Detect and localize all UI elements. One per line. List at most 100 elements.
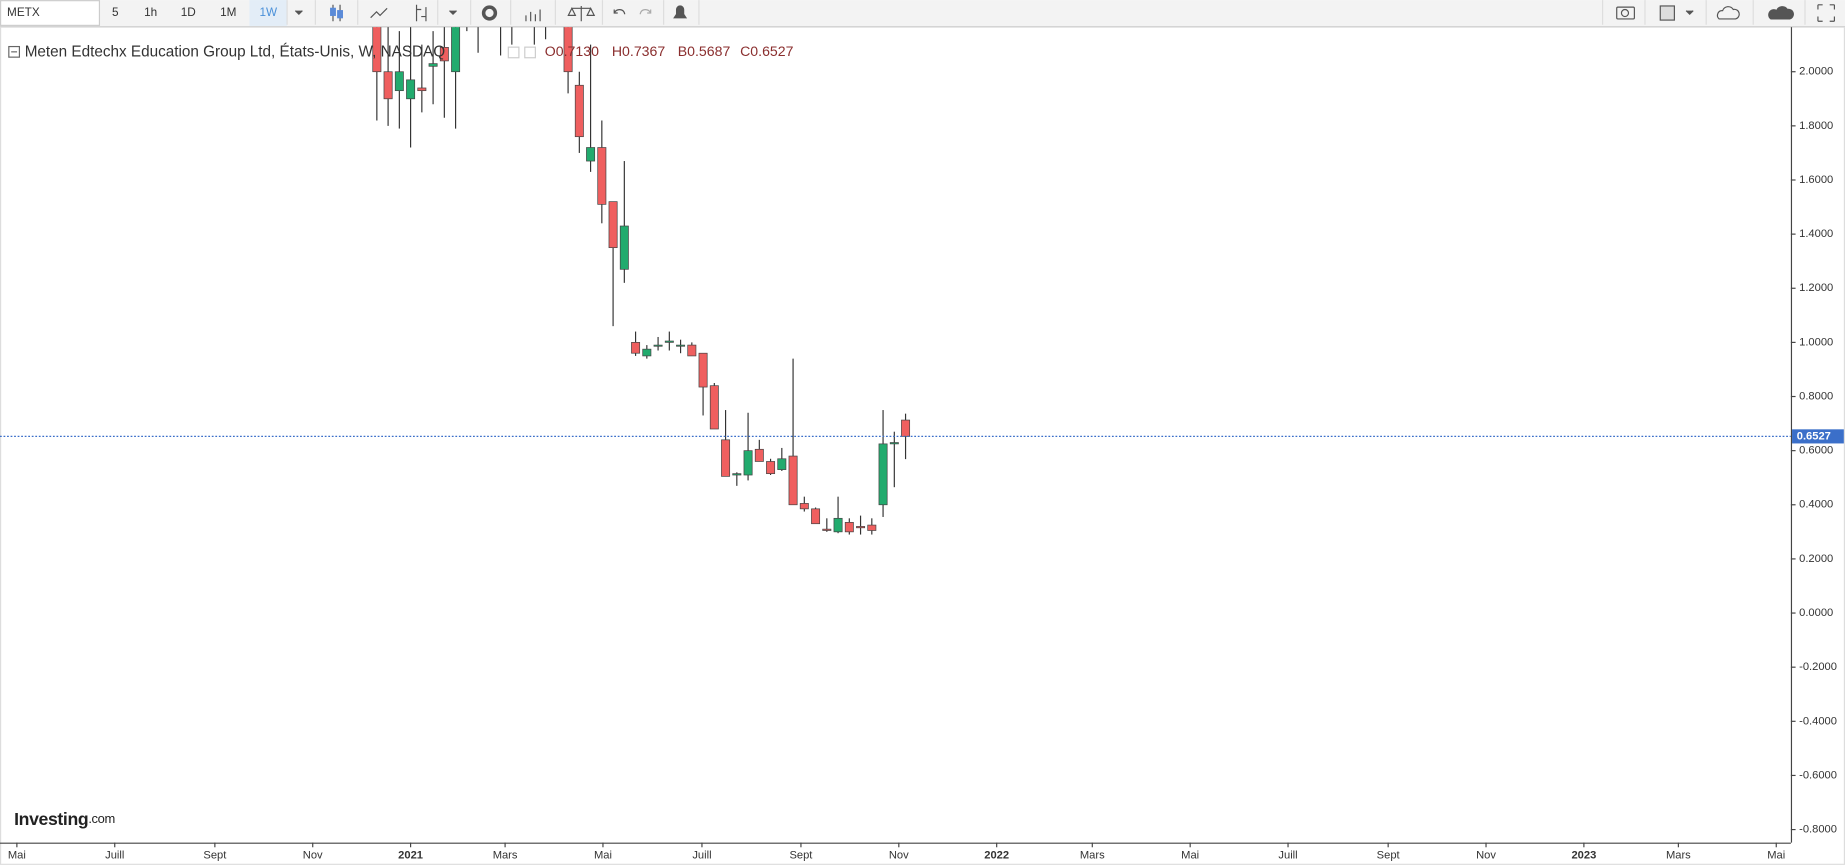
toolbar-icons [286,0,1835,25]
interval-button[interactable]: 1W [259,6,278,19]
x-tick-label: Mai [1181,849,1199,861]
fullscreen-icon[interactable] [1817,4,1835,22]
candle-body [721,439,731,477]
x-tick-label: Nov [889,849,909,861]
cloud-download-icon[interactable] [1716,6,1740,20]
candle-icon[interactable] [330,7,336,16]
interval-active-bg [249,0,288,26]
x-tick-label: Mai [8,849,26,861]
settings-icon[interactable] [524,46,536,59]
draw-icon[interactable] [415,4,427,22]
interval-button[interactable]: 1M [220,6,236,19]
alert-icon[interactable] [673,5,688,19]
interval-button[interactable]: 1D [181,6,196,19]
chart-title: Meten Edtechx Education Group Ltd, États… [25,43,446,60]
candle-body [788,455,798,506]
x-tick-label: Nov [1476,849,1496,861]
candle-body [901,419,911,437]
y-tick-label: 1.8000 [1799,120,1833,132]
candle-body [574,84,584,138]
candle-body [833,517,843,533]
y-tick-label: 0.2000 [1799,553,1833,565]
candle-body [417,87,427,92]
y-tick-label: -0.4000 [1799,715,1837,727]
x-tick-label: Mars [1666,849,1691,861]
candle-body [889,442,899,445]
candle-body [811,508,821,525]
x-tick-label: Sept [203,849,227,861]
undo-icon[interactable] [613,9,626,15]
candle-body [586,147,596,162]
candle-body [406,79,416,100]
candle-body [709,385,719,430]
candle-body [451,27,461,73]
compare-icon[interactable] [567,5,596,22]
camera-icon[interactable] [1620,8,1630,18]
ohlc-value: B0.5687 [678,43,731,59]
layout-icon[interactable] [1659,5,1675,21]
symbol-box[interactable] [0,0,101,26]
symbol[interactable]: METX [7,6,40,19]
x-tick-label: Mai [594,849,612,861]
candle-body [631,342,641,354]
y-tick-label: 1.2000 [1799,282,1833,294]
x-tick-label: Juill [692,849,711,861]
candle-body [743,450,753,476]
x-tick-label: Sept [1377,849,1401,861]
settings-icon[interactable] [481,5,498,21]
indicators-icon[interactable] [525,9,541,22]
logo: Investing.com [14,809,115,829]
candle-body [844,522,854,533]
visibility-icon[interactable] [507,46,520,59]
dropdown-icon[interactable] [1685,10,1694,16]
candle-body [372,27,382,73]
candle-body [822,528,832,531]
y-tick-label: 1.4000 [1799,228,1833,240]
x-tick-label: Nov [303,849,323,861]
candle-body [698,352,708,388]
x-tick-label: Sept [789,849,813,861]
x-tick-label: 2022 [984,849,1009,861]
line-icon[interactable] [370,7,388,19]
candle-body [664,340,674,343]
y-tick-label: 0.6000 [1799,445,1833,457]
candle-body [856,526,866,529]
x-tick-label: Juill [1278,849,1297,861]
logo-suffix: .com [88,812,115,827]
candle-body [687,344,697,357]
logo-name: Investing [14,809,88,829]
candle-body [732,473,742,476]
x-tick-label: 2021 [398,849,423,861]
candle-body [653,344,663,347]
y-tick-label: 0.4000 [1799,499,1833,511]
y-tick-label: 0.8000 [1799,390,1833,402]
candle-body [428,63,438,67]
axes: 2.0000 1.8000 1.6000 1.4000 1.2000 1.0000 0.80… [8,66,1844,861]
dropdown-icon[interactable] [449,10,457,16]
ohlc-value: H0.7367 [612,43,665,59]
cloud-upload-icon[interactable] [1768,6,1794,20]
x-tick-label: 2023 [1571,849,1596,861]
candle-body [867,524,877,531]
redo-icon[interactable] [639,9,652,15]
camera-icon[interactable] [1616,6,1635,20]
plot-area [0,27,1791,535]
separator [286,0,1806,25]
last-price-label: 0.6527 [1797,430,1831,442]
interval-button[interactable]: 5 [112,6,119,19]
candle-body [597,147,607,205]
candle-body [563,27,573,73]
dropdown-icon[interactable] [294,10,303,16]
x-tick-label: Juill [105,849,124,861]
candle-body [754,448,764,462]
candle-icon[interactable] [337,10,343,19]
y-tick-label: -0.6000 [1799,769,1837,781]
y-tick-label: -0.8000 [1799,824,1837,836]
ohlc-value: C0.6527 [740,43,793,59]
x-tick-label: Mars [1080,849,1105,861]
interval-button[interactable]: 1h [144,6,157,19]
y-tick-label: 1.0000 [1799,336,1833,348]
ohlc-legend: O0.7130 H0.7367 B0.5687 C0.6527 [545,43,794,59]
